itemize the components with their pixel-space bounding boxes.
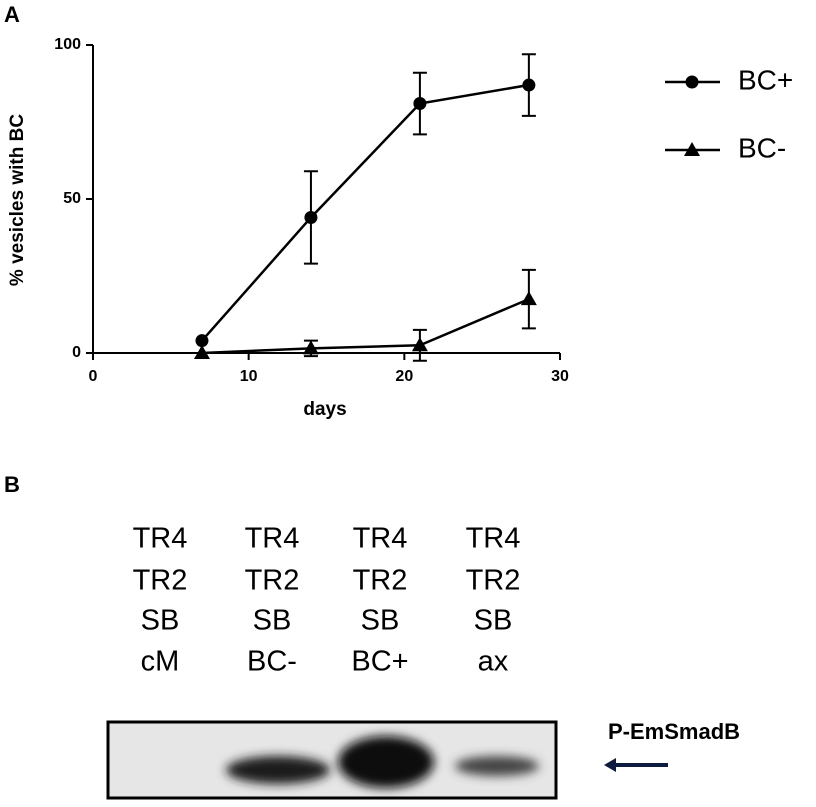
- arrow-head: [604, 758, 616, 772]
- lane-label: cM: [141, 646, 180, 678]
- point: [413, 97, 427, 111]
- x-tick-label: 30: [551, 368, 569, 385]
- y-tick-label: 50: [63, 190, 81, 207]
- band: [226, 756, 330, 784]
- x-axis-title: days: [303, 399, 346, 420]
- y-tick-label: 100: [54, 36, 81, 53]
- legend-label: BC-: [738, 132, 786, 163]
- lane-label: BC+: [351, 646, 408, 678]
- lane-label: TR4: [245, 523, 300, 555]
- lane-label: SB: [141, 605, 180, 637]
- blot: [106, 720, 558, 800]
- lane-label: TR2: [245, 565, 300, 597]
- panel-label: B: [4, 472, 20, 497]
- point: [304, 210, 318, 224]
- legend-marker: [684, 142, 700, 156]
- lane-label: ax: [478, 646, 509, 678]
- x-tick-label: 0: [89, 368, 98, 385]
- band-label: P-EmSmadB: [608, 719, 740, 744]
- lane-label: TR2: [353, 565, 408, 597]
- lane-label: SB: [474, 605, 513, 637]
- x-tick-label: 20: [395, 368, 413, 385]
- band: [455, 756, 539, 776]
- series-line: [201, 297, 530, 355]
- lane-label: TR4: [133, 523, 188, 555]
- point: [520, 291, 537, 306]
- y-tick-label: 0: [72, 344, 81, 361]
- legend-marker: [685, 75, 699, 89]
- point: [522, 78, 536, 92]
- band: [338, 736, 434, 788]
- point: [411, 337, 428, 352]
- lane-label: SB: [361, 605, 400, 637]
- panel-label: A: [4, 2, 20, 27]
- lane-label: SB: [253, 605, 292, 637]
- x-tick-label: 10: [240, 368, 258, 385]
- point: [195, 334, 209, 348]
- y-axis-title: % vesicles with BC: [7, 114, 28, 286]
- series-line: [201, 83, 530, 342]
- lane-label: TR2: [133, 565, 188, 597]
- point: [302, 340, 319, 355]
- lane-label: TR4: [466, 523, 521, 555]
- lane-label: BC-: [247, 646, 297, 678]
- lane-label: TR2: [466, 565, 521, 597]
- legend-label: BC+: [738, 64, 793, 95]
- point: [193, 345, 210, 359]
- lane-label: TR4: [353, 523, 408, 555]
